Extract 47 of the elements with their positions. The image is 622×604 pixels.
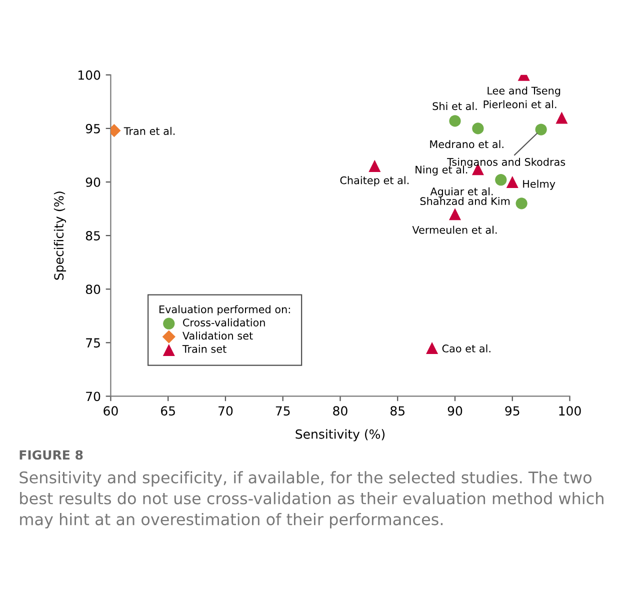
point	[426, 342, 438, 354]
y-axis-title: Specificity (%)	[54, 192, 66, 280]
y-tick-label: 75	[86, 338, 100, 348]
y-tick-label: 90	[86, 177, 100, 187]
x-tick-label: 65	[161, 406, 175, 416]
x-tick-label: 70	[218, 406, 233, 416]
x-tick-label: 80	[333, 406, 348, 416]
y-tick-label: 80	[86, 284, 100, 294]
y-tick-label: 85	[86, 231, 100, 240]
point	[448, 208, 462, 220]
text: Sensitivity and specificity, if available, for the selected studies. The two best results do not use cross-validation as their evaluation method which may hint at an overestimation of their performances.	[20, 471, 604, 528]
x-tick-label: 75	[276, 406, 290, 416]
annotation: Vermeulen et al.	[412, 226, 497, 234]
legend-label: Train set	[182, 344, 226, 353]
x-axis-title: Sensitivity (%)	[296, 429, 384, 442]
x-tick-label: 85	[390, 406, 404, 416]
point	[535, 124, 547, 136]
x-tick-label: 95	[505, 406, 520, 416]
annotation: Helmy	[523, 180, 556, 190]
x-tick-label: 60	[104, 406, 118, 416]
point	[368, 160, 381, 172]
annotation: Tsinganos and Skodras	[447, 158, 566, 168]
x-tick-label: 100	[559, 406, 581, 416]
caption: FIGURE 8	[20, 450, 83, 460]
annotation: Tran et al.	[124, 126, 175, 136]
legend-label: Cross-validation	[183, 318, 265, 326]
annotation: Cao et al.	[442, 344, 490, 352]
annotation: Shi et al.	[432, 102, 477, 110]
point	[556, 112, 568, 124]
legend-title: Evaluation performed on:	[159, 305, 290, 316]
annotation: Ning et al.	[416, 166, 468, 176]
point	[472, 122, 484, 134]
annotation: Shahzad and Kim	[420, 197, 510, 206]
annotation: Chaitep et al.	[340, 176, 409, 186]
point	[449, 115, 461, 127]
point	[516, 198, 528, 210]
point	[495, 174, 507, 186]
annotation: Lee and Tseng	[488, 86, 560, 97]
point	[506, 176, 518, 188]
x-tick-label: 90	[448, 406, 462, 416]
annotation: Aguiar et al.	[430, 187, 493, 198]
y-tick-label: 100	[78, 70, 100, 80]
annotation: Medrano et al.	[430, 140, 504, 148]
annotation: Pierleoni et al.	[484, 100, 556, 108]
y-tick-label: 95	[86, 124, 100, 134]
y-tick-label: 70	[86, 392, 100, 402]
legend-label: Validation set	[182, 332, 253, 340]
